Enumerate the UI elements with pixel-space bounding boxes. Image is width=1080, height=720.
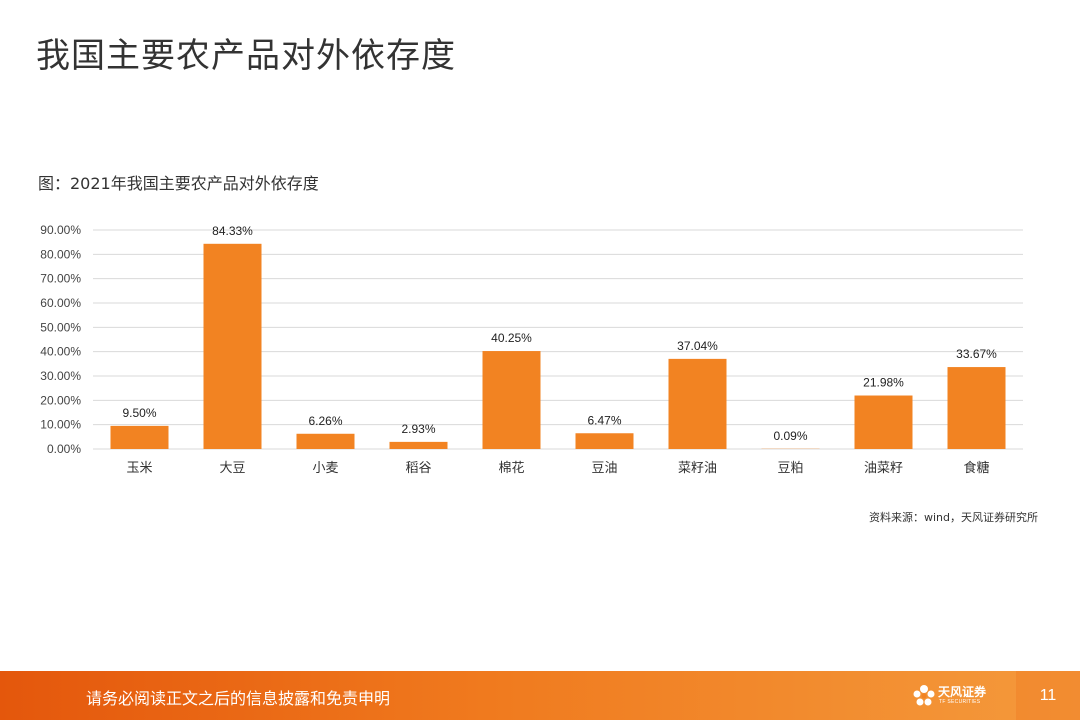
bar [296, 433, 355, 449]
category-label: 菜籽油 [678, 461, 717, 476]
y-tick-label: 70.00% [40, 272, 81, 286]
bar [110, 425, 169, 449]
chart-caption: 图：2021年我国主要农产品对外依存度 [38, 174, 319, 193]
page-number: 11 [1016, 671, 1080, 720]
category-label: 棉花 [498, 460, 524, 476]
bar-chart: 0.00% 10.00% 20.00% 30.00% 40.00% 50.00% 60.00… [40, 223, 1023, 476]
y-tick-label: 40.00% [40, 345, 81, 359]
y-tick-label: 20.00% [40, 393, 81, 407]
category-label: 小麦 [312, 461, 338, 476]
category-label: 豆油 [591, 461, 617, 476]
y-tick-label: 90.00% [40, 223, 81, 237]
data-label: 37.04% [677, 339, 718, 353]
data-label: 21.98% [863, 376, 904, 390]
footer-bar: 请务必阅读正文之后的信息披露和免责申明 天风证券 TF SECURITIES 1… [0, 671, 1080, 720]
x-axis-categories: 玉米 大豆 小麦 稻谷 棉花 豆油 菜籽油 豆粕 油菜籽 食糖 [126, 460, 989, 476]
y-tick-label: 0.00% [47, 442, 81, 456]
y-tick-label: 60.00% [40, 296, 81, 310]
data-label: 84.33% [212, 224, 253, 238]
data-labels: 9.50% 84.33% 6.26% 2.93% 40.25% 6.47% 37.04% 0.… [122, 224, 997, 443]
data-label: 33.67% [956, 347, 997, 361]
bar [947, 367, 1006, 449]
bar [203, 243, 262, 449]
bar [668, 358, 727, 449]
bar [389, 441, 448, 449]
y-tick-label: 30.00% [40, 369, 81, 383]
company-logo: 天风证券 TF SECURITIES [912, 681, 1012, 711]
bar [854, 395, 913, 449]
category-label: 油菜籽 [864, 461, 903, 476]
bars [110, 243, 1006, 449]
category-label: 豆粕 [777, 461, 803, 476]
logo-text: 天风证券 [938, 685, 987, 699]
y-tick-label: 80.00% [40, 247, 81, 261]
data-label: 6.47% [587, 413, 621, 427]
page-title: 我国主要农产品对外依存度 [36, 36, 456, 76]
bar [482, 351, 541, 449]
category-label: 稻谷 [405, 461, 431, 476]
flower-logo-icon [913, 685, 935, 706]
source-note: 资料来源：wind，天风证券研究所 [868, 511, 1038, 524]
bar [575, 433, 634, 449]
y-tick-label: 50.00% [40, 320, 81, 334]
category-label: 大豆 [219, 461, 245, 476]
data-label: 9.50% [122, 406, 156, 420]
data-label: 40.25% [491, 331, 532, 345]
category-label: 玉米 [126, 461, 152, 476]
category-label: 食糖 [963, 460, 989, 476]
footer-disclaimer: 请务必阅读正文之后的信息披露和免责申明 [86, 689, 391, 708]
y-axis-ticks: 0.00% 10.00% 20.00% 30.00% 40.00% 50.00% 60.00… [40, 223, 81, 456]
data-label: 2.93% [401, 422, 435, 436]
logo-subtext: TF SECURITIES [939, 699, 981, 705]
data-label: 0.09% [773, 429, 807, 443]
y-tick-label: 10.00% [40, 418, 81, 432]
data-label: 6.26% [308, 414, 342, 428]
